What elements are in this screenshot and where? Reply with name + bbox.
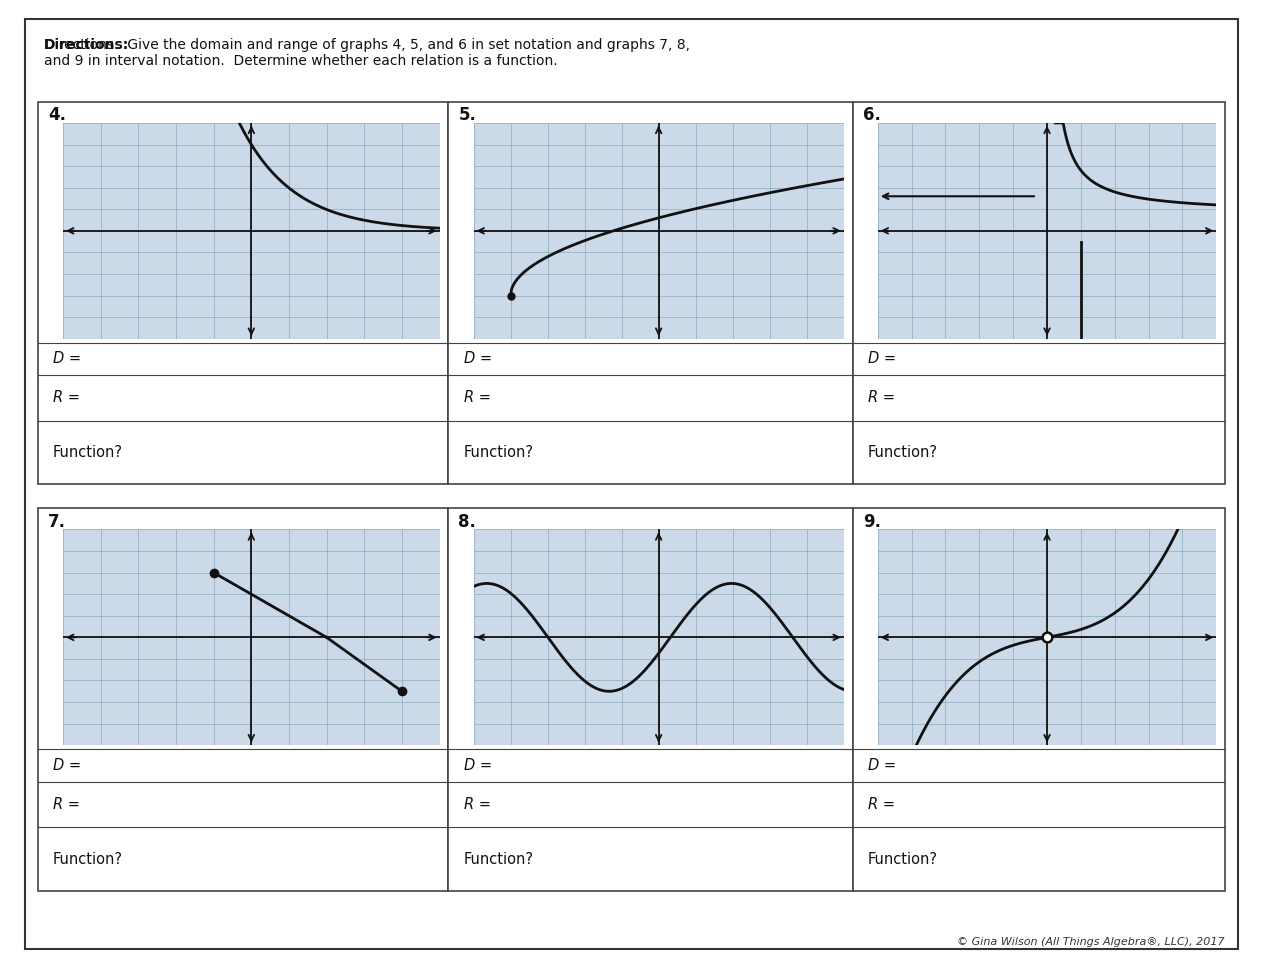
Text: 7.: 7. — [48, 513, 66, 531]
Text: Function?: Function? — [868, 852, 937, 866]
Text: Function?: Function? — [868, 445, 937, 460]
Text: R =: R = — [53, 797, 80, 812]
FancyBboxPatch shape — [38, 508, 448, 891]
Text: D =: D = — [53, 351, 81, 366]
FancyBboxPatch shape — [25, 19, 1238, 949]
Text: 9.: 9. — [863, 513, 880, 531]
Text: D =: D = — [53, 758, 81, 772]
Text: D =: D = — [868, 758, 895, 772]
Text: R =: R = — [868, 797, 894, 812]
FancyBboxPatch shape — [38, 102, 448, 484]
Text: Function?: Function? — [464, 852, 533, 866]
Text: D =: D = — [464, 351, 491, 366]
Text: © Gina Wilson (All Things Algebra®, LLC), 2017: © Gina Wilson (All Things Algebra®, LLC)… — [957, 937, 1225, 947]
Text: Function?: Function? — [464, 445, 533, 460]
Text: D =: D = — [868, 351, 895, 366]
Text: R =: R = — [868, 390, 894, 406]
Text: Directions:: Directions: — [44, 38, 129, 51]
Text: 6.: 6. — [863, 106, 880, 125]
Text: 8.: 8. — [458, 513, 476, 531]
Text: R =: R = — [53, 390, 80, 406]
FancyBboxPatch shape — [853, 102, 1225, 484]
Text: Function?: Function? — [53, 445, 123, 460]
Text: R =: R = — [464, 390, 490, 406]
Text: R =: R = — [464, 797, 490, 812]
Text: D =: D = — [464, 758, 491, 772]
Text: 5.: 5. — [458, 106, 476, 125]
FancyBboxPatch shape — [853, 508, 1225, 891]
Text: Directions:  Give the domain and range of graphs 4, 5, and 6 in set notation and: Directions: Give the domain and range of… — [44, 38, 690, 68]
FancyBboxPatch shape — [448, 102, 853, 484]
Text: Function?: Function? — [53, 852, 123, 866]
FancyBboxPatch shape — [448, 508, 853, 891]
Text: 4.: 4. — [48, 106, 66, 125]
